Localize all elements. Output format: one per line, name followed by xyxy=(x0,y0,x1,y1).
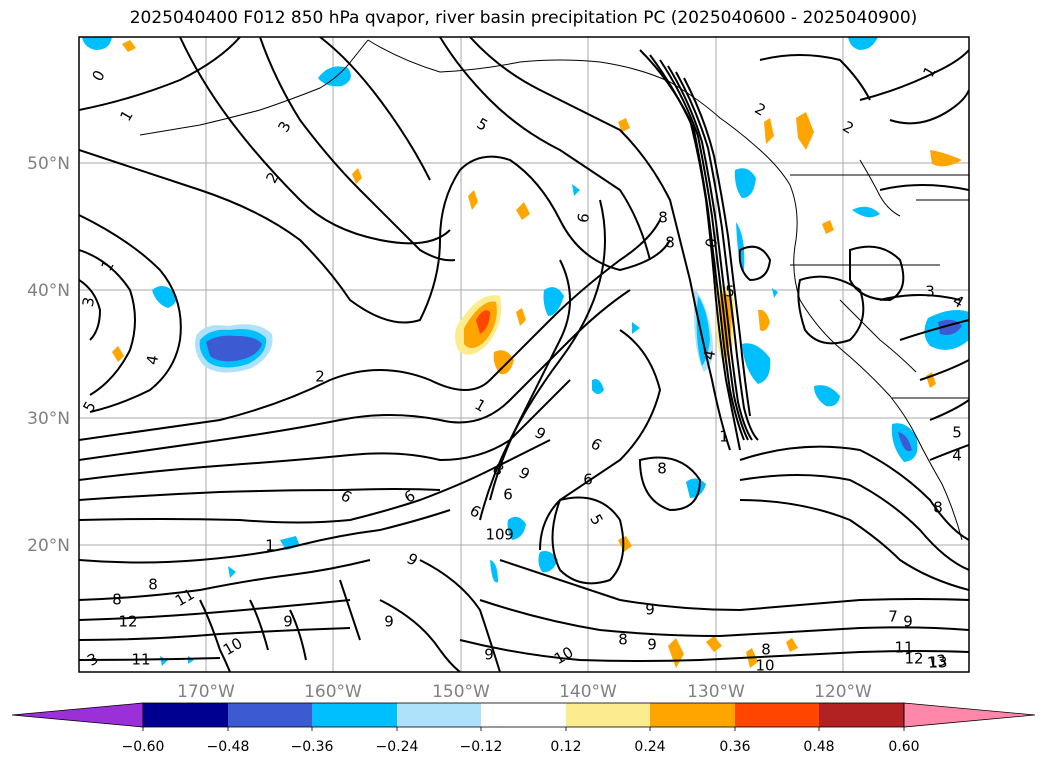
contour-label: 3 xyxy=(79,296,98,309)
contour-label: 4 xyxy=(952,447,962,465)
contour-label: 12 xyxy=(904,650,923,668)
contour-label: 4 xyxy=(700,349,719,362)
contour-label: 13 xyxy=(928,654,947,672)
colorbar-tick-label: 0.12 xyxy=(550,739,581,755)
colorbar-tick-label: −0.24 xyxy=(376,739,419,755)
contour-label: 6 xyxy=(503,486,513,504)
colorbar-segment xyxy=(566,703,650,727)
colorbar-segment xyxy=(312,703,397,727)
colorbar xyxy=(11,702,1036,728)
colorbar-ticks: −0.60 −0.48 −0.36 −0.24 −0.12 0.12 0.24 0.36 0.4… xyxy=(122,727,920,755)
contour-label: 8 xyxy=(761,641,771,659)
lat-label-30n: 30°N xyxy=(27,409,70,429)
contour-label: 8 xyxy=(933,499,943,517)
coastlines xyxy=(139,39,969,541)
contour-label: 7 xyxy=(888,608,898,626)
map-frame xyxy=(78,36,970,673)
contour-label: 12 xyxy=(118,613,137,631)
qvapor-contours xyxy=(79,37,969,672)
contour-label: 4 xyxy=(143,354,162,367)
contour-label: 9 xyxy=(384,613,394,631)
contour-label: 8 xyxy=(148,576,158,594)
contour-label: 10 xyxy=(755,657,774,675)
colorbar-tick-label: −0.36 xyxy=(291,739,334,755)
longitude-labels: 170°W 160°W 150°W 140°W 130°W 120°W xyxy=(177,682,872,702)
lon-label-150w: 150°W xyxy=(432,682,490,702)
contour-label: 0 xyxy=(702,237,721,250)
colorbar-segment xyxy=(481,703,566,727)
contour-label: 9 xyxy=(645,601,655,619)
contour-label: 8 xyxy=(657,460,667,478)
lat-label-50n: 50°N xyxy=(27,154,70,174)
contour-label: 11 xyxy=(894,639,913,657)
contour-label: 8 xyxy=(112,591,122,609)
contour-label: 8 xyxy=(665,234,675,252)
contour-label: 9 xyxy=(504,526,514,544)
contour-label: 6 xyxy=(574,212,593,225)
lon-label-170w: 170°W xyxy=(177,682,235,702)
latitude-labels: 50°N 40°N 30°N 20°N xyxy=(27,154,70,556)
colorbar-segment xyxy=(819,703,904,727)
contour-label: 1 xyxy=(719,428,729,446)
lat-label-40n: 40°N xyxy=(27,281,70,301)
contour-label: 13 xyxy=(926,651,948,672)
contour-label: 5 xyxy=(725,283,735,301)
colorbar-tick-label: 0.60 xyxy=(888,739,919,755)
colorbar-tick-label: 0.36 xyxy=(719,739,750,755)
colorbar-tick-label: −0.12 xyxy=(460,739,503,755)
colorbar-tick-label: 0.24 xyxy=(634,739,665,755)
colorbar-segment xyxy=(397,703,481,727)
contour-label: 10 xyxy=(485,526,504,544)
contour-label: 9 xyxy=(283,613,293,631)
contour-label: 11 xyxy=(131,651,150,669)
colorbar-segment xyxy=(143,703,228,727)
colorbar-extend-low xyxy=(11,702,144,728)
contour-label: 6 xyxy=(583,471,593,489)
lon-label-160w: 160°W xyxy=(304,682,362,702)
lat-label-20n: 20°N xyxy=(27,536,70,556)
contour-label: 3 xyxy=(925,283,935,301)
contour-label: 1 xyxy=(265,537,275,555)
colorbar-tick-label: −0.60 xyxy=(122,739,165,755)
precipitation-shading xyxy=(82,37,969,668)
contour-label: 8 xyxy=(618,631,628,649)
contour-label: 2 xyxy=(315,368,325,386)
colorbar-segment xyxy=(228,703,312,727)
contour-label: 9 xyxy=(903,613,913,631)
contour-label: 5 xyxy=(952,424,962,442)
contour-label: 9 xyxy=(484,646,494,664)
colorbar-tick-label: −0.48 xyxy=(207,739,250,755)
lon-label-130w: 130°W xyxy=(687,682,745,702)
gridlines xyxy=(79,37,969,672)
colorbar-segment xyxy=(735,703,819,727)
colorbar-tick-label: 0.48 xyxy=(803,739,834,755)
lon-label-120w: 120°W xyxy=(814,682,872,702)
plot-title: 2025040400 F012 850 hPa qvapor, river ba… xyxy=(129,8,918,28)
contour-label: 8 xyxy=(658,209,668,227)
colorbar-segment xyxy=(650,703,735,727)
colorbar-outline xyxy=(142,702,905,728)
colorbar-extend-high xyxy=(903,702,1036,728)
contour-label: 9 xyxy=(647,636,657,654)
lon-label-140w: 140°W xyxy=(559,682,617,702)
